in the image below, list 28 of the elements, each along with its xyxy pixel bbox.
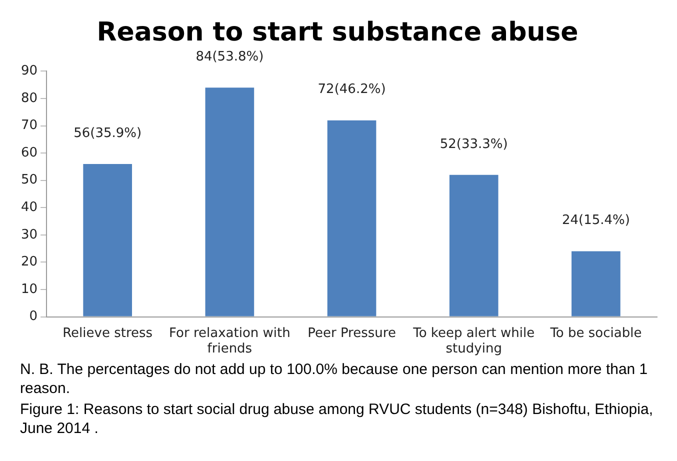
data-label: 56(35.9%) — [74, 126, 142, 141]
bar — [83, 164, 132, 316]
text: N. B. The percentages do not add up to 100.0% because one person can mention more than 1 reason. — [19, 360, 649, 398]
y-tick-label: 40 — [20, 200, 38, 216]
chart-title: Reason to start substance abuse — [96, 17, 578, 48]
y-tick-label: 20 — [20, 254, 38, 270]
x-tick-label: Relieve stress — [62, 326, 153, 341]
data-label: 72(46.2%) — [318, 82, 386, 98]
caption: Figure 1: Reasons to start social drug abuse among RVUC students (n=348) Bishoftu, Ethiopia, June 2014 . — [19, 400, 654, 438]
y-tick-label: 80 — [20, 90, 38, 106]
bar — [205, 88, 254, 316]
y-tick-label: 70 — [20, 118, 38, 134]
bar — [449, 174, 498, 316]
y-tick-label: 10 — [20, 282, 38, 297]
x-tick-label: Peer Pressure — [308, 326, 396, 341]
data-label: 52(33.3%) — [440, 136, 508, 152]
y-tick-label: 0 — [29, 309, 38, 324]
y-tick-label: 60 — [20, 145, 38, 160]
x-tick-label: To be sociable — [549, 326, 642, 341]
y-tick-label: 50 — [20, 172, 38, 188]
bar — [327, 120, 376, 316]
data-label: 24(15.4%) — [562, 213, 630, 228]
y-tick-label: 90 — [20, 64, 38, 79]
data-label: 84(53.8%) — [196, 49, 264, 64]
x-tick-label: For relaxation with friends — [169, 326, 290, 357]
bar — [572, 251, 620, 316]
x-tick-label: To keep alert while studying — [412, 326, 535, 357]
y-tick-label: 30 — [20, 227, 38, 242]
